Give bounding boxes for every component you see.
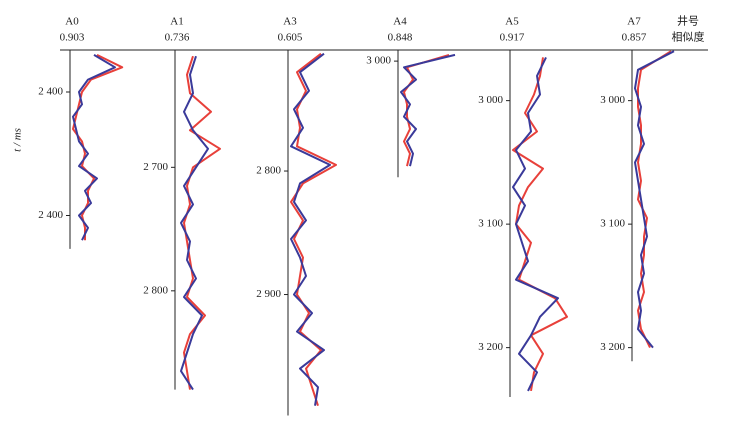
y-tick-label: 3 200 — [478, 341, 503, 353]
panel-subtitle: 0.736 — [165, 32, 190, 44]
y-tick-label: 2 700 — [143, 161, 168, 173]
trace — [180, 55, 209, 391]
y-tick-label: 2 400 — [38, 209, 63, 221]
y-tick-label: 3 000 — [600, 94, 625, 106]
trace — [634, 50, 675, 349]
y-tick-label: 3 100 — [600, 218, 625, 230]
y-axis-label: t / ms — [12, 128, 24, 152]
y-tick-label: 2 400 — [38, 86, 63, 98]
trace — [72, 54, 124, 241]
panel-subtitle: 0.917 — [500, 32, 525, 44]
row-label: 相似度 — [672, 30, 705, 44]
y-tick-label: 2 800 — [143, 284, 168, 296]
panel-subtitle: 0.903 — [60, 32, 85, 44]
y-tick-label: 3 100 — [478, 218, 503, 230]
panel-title: A1 — [170, 16, 183, 28]
panel-title: A5 — [505, 16, 519, 28]
panel-subtitle: 0.605 — [278, 32, 303, 44]
panel-subtitle: 0.848 — [388, 32, 413, 44]
trace — [512, 57, 568, 392]
y-tick-label: 3 200 — [600, 341, 625, 353]
trace — [290, 52, 331, 406]
y-tick-label: 2 800 — [256, 165, 281, 177]
panel-subtitle: 0.857 — [622, 32, 647, 44]
y-tick-label: 3 000 — [366, 55, 391, 67]
row-label: 井号 — [677, 14, 699, 28]
trace — [72, 54, 116, 241]
trace — [637, 50, 672, 349]
y-tick-label: 3 000 — [478, 94, 503, 106]
trace — [400, 53, 456, 167]
trace — [183, 55, 221, 390]
y-tick-label: 2 900 — [256, 288, 281, 300]
trace — [512, 56, 559, 392]
panel-title: A3 — [283, 16, 297, 28]
panel-title: A4 — [393, 16, 407, 28]
panel-title: A0 — [65, 16, 79, 28]
panel-title: A7 — [627, 16, 641, 28]
